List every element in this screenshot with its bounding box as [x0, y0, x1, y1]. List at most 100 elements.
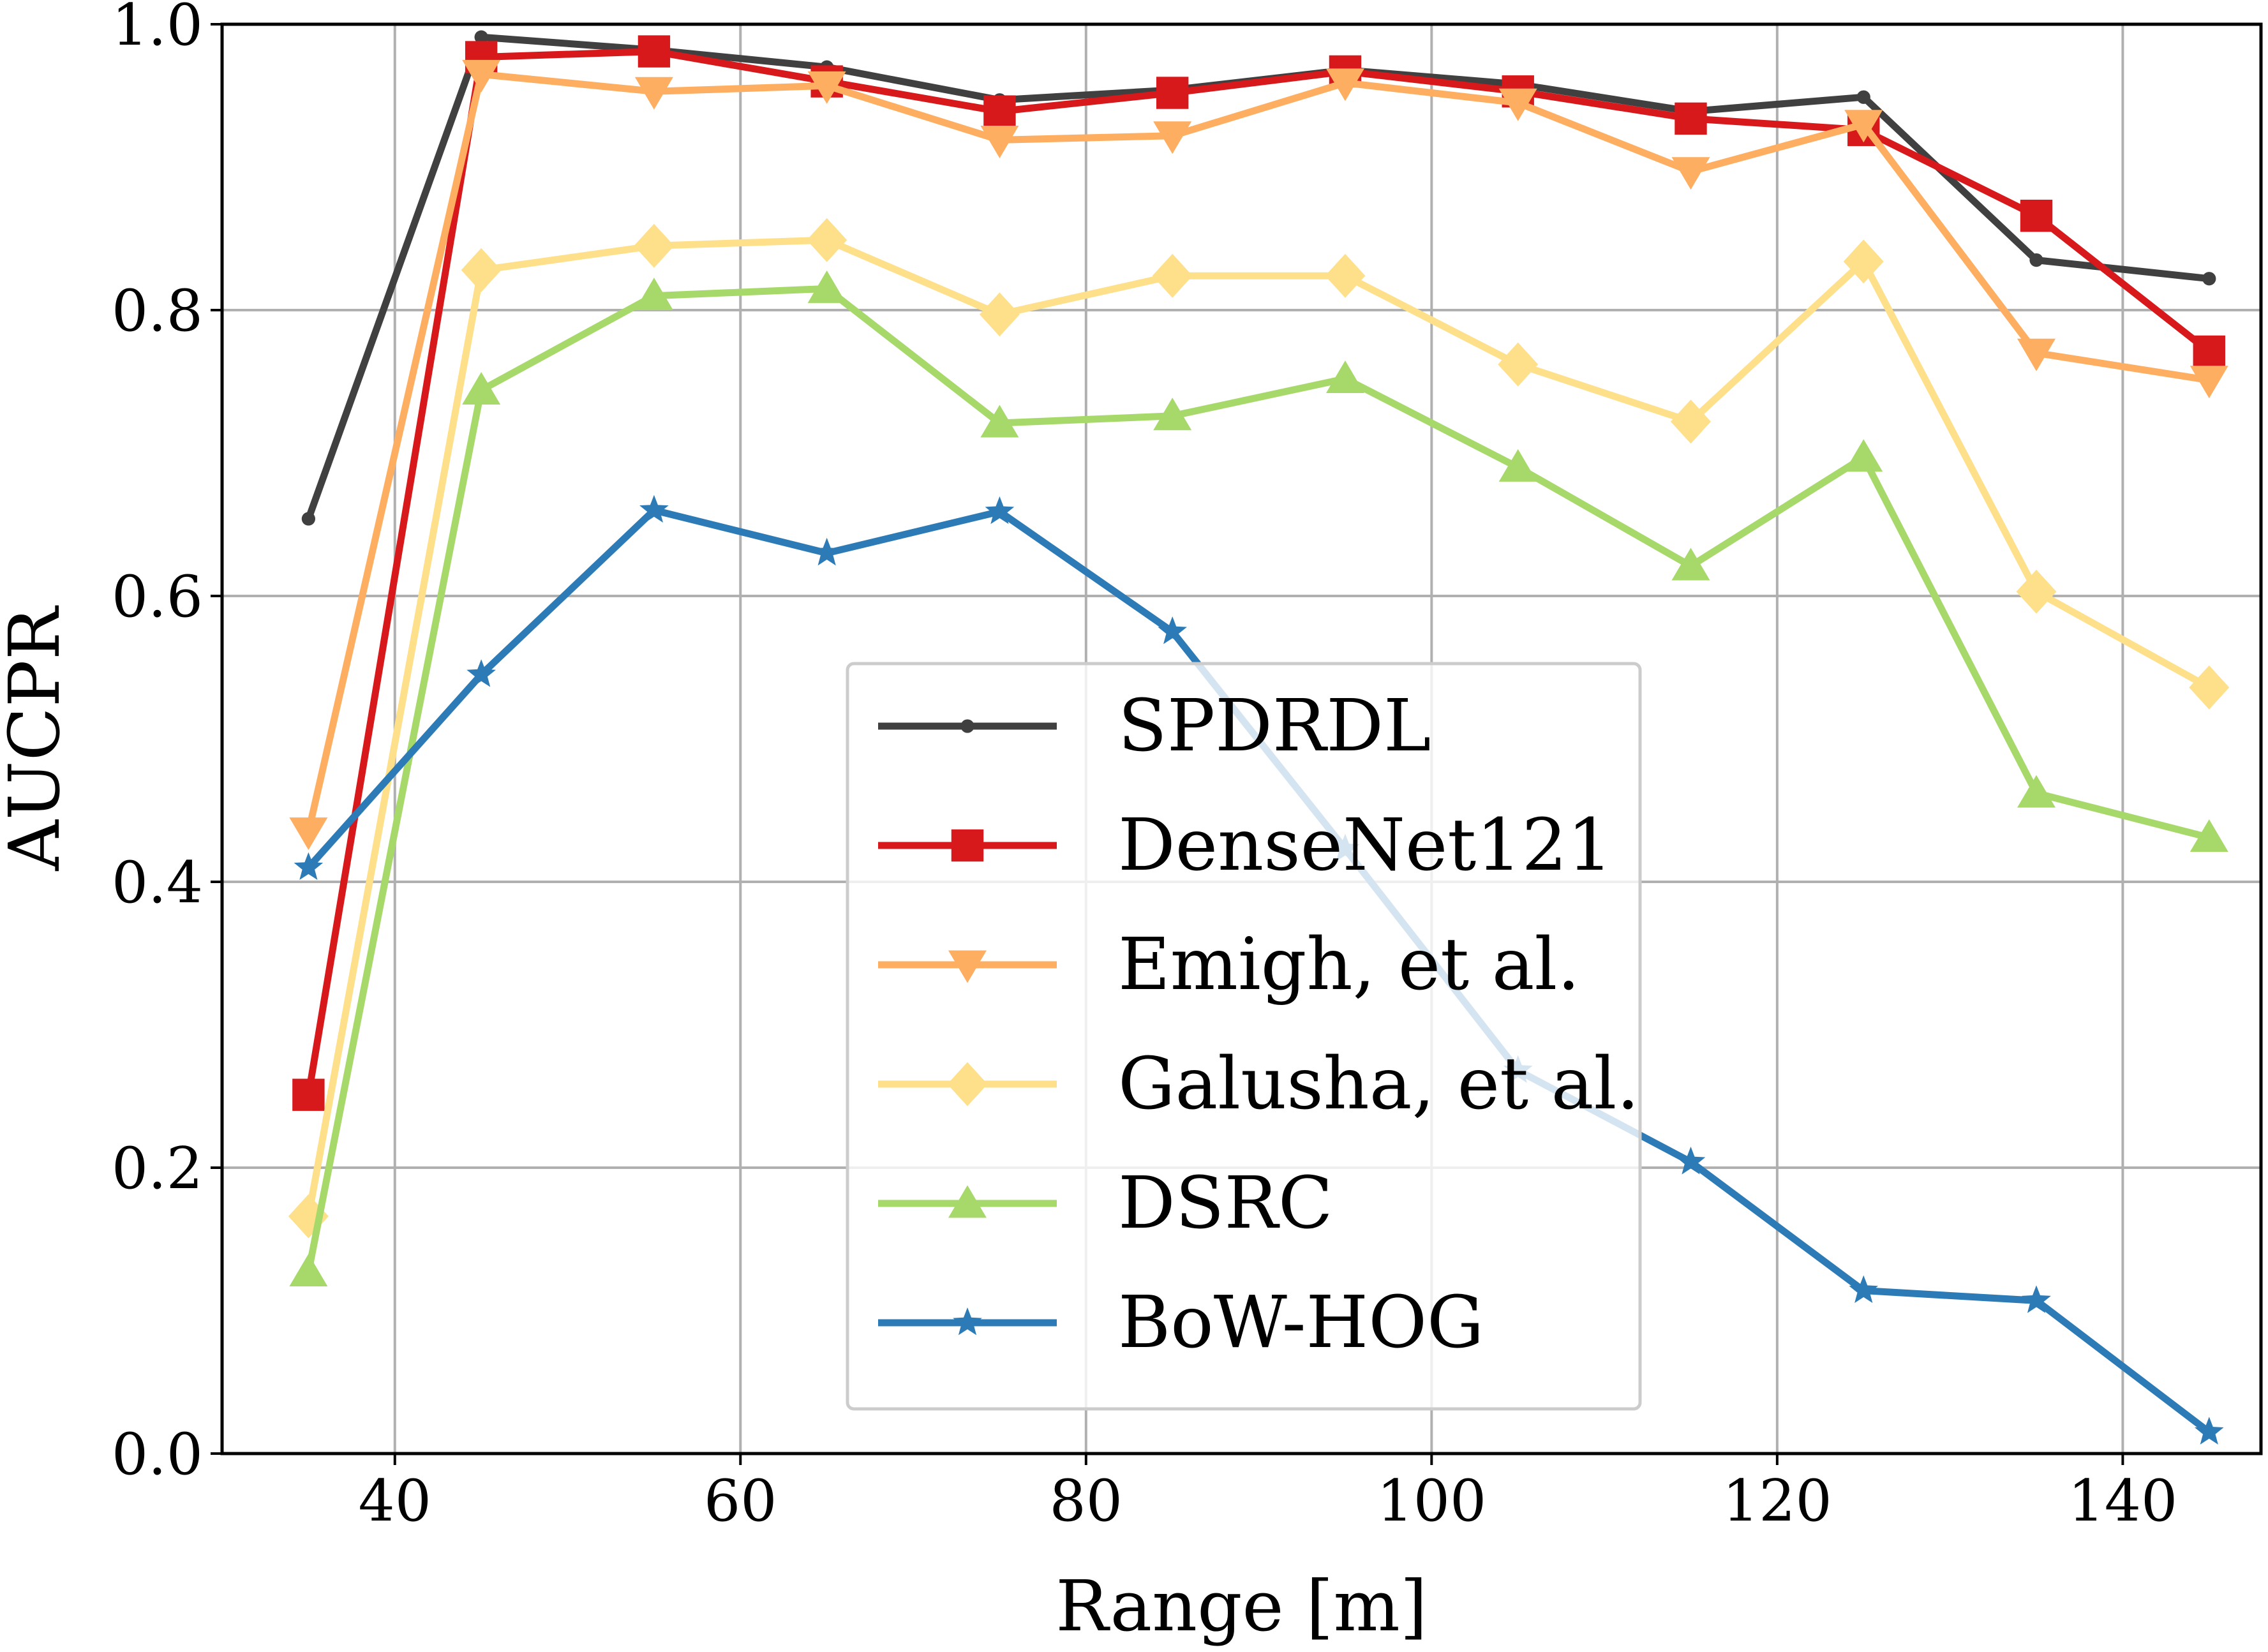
data-point-bow-hog	[1676, 1147, 1706, 1175]
data-point-densenet121	[1675, 102, 1707, 135]
data-point-dsrc	[980, 405, 1019, 438]
legend-swatch-marker	[953, 1307, 982, 1336]
plot-frame	[220, 22, 2263, 1455]
x-tick-label: 140	[2068, 1468, 2177, 1535]
data-point-galusha-et-al	[1843, 239, 1884, 284]
legend-swatch-marker	[948, 1185, 987, 1218]
data-point-galusha-et-al	[1152, 253, 1193, 298]
legend-item-bow-hog: BoW-HOG	[878, 1281, 1484, 1364]
legend-label: BoW-HOG	[1118, 1281, 1484, 1364]
data-point-dsrc	[807, 270, 846, 303]
data-point-dsrc	[634, 278, 673, 311]
series-line-galusha-et-al	[304, 236, 2211, 1217]
data-point-bow-hog	[639, 495, 669, 523]
data-point-galusha-et-al	[807, 218, 847, 262]
data-point-emigh-et-al	[1671, 157, 1710, 190]
legend-label: Emigh, et al.	[1118, 923, 1580, 1006]
series-galusha-et-al	[288, 218, 2230, 1239]
data-point-galusha-et-al	[1498, 342, 1539, 387]
x-tick-label: 60	[704, 1468, 777, 1535]
y-tick-label: 0.6	[112, 563, 203, 630]
y-axis-title: AUCPR	[0, 605, 75, 871]
data-point-emigh-et-al	[1498, 88, 1537, 121]
data-point-spdrdl	[474, 30, 488, 44]
data-point-galusha-et-al	[979, 292, 1020, 337]
x-tick-label: 120	[1722, 1468, 1832, 1535]
data-point-emigh-et-al	[1325, 68, 1364, 101]
data-point-densenet121	[638, 35, 671, 68]
legend: SPDRDL DenseNet121 Emigh, et al. Galusha, e…	[846, 662, 1642, 1411]
legend-label: Galusha, et al.	[1118, 1043, 1639, 1126]
series-line-dsrc	[305, 285, 2211, 1273]
legend-swatch-marker	[947, 1062, 988, 1106]
y-tick-label: 0.4	[112, 849, 203, 916]
legend-swatch-marker	[951, 829, 984, 862]
data-point-spdrdl	[2029, 253, 2043, 267]
data-point-densenet121	[2020, 199, 2053, 232]
data-point-densenet121	[292, 1078, 325, 1111]
legend-item-dsrc: DSRC	[878, 1162, 1333, 1245]
series-densenet121	[292, 35, 2225, 1111]
data-point-bow-hog	[2022, 1285, 2051, 1313]
data-point-spdrdl	[1856, 90, 1870, 104]
y-tick-label: 0.2	[112, 1135, 203, 1202]
data-point-bow-hog	[812, 537, 842, 566]
data-point-emigh-et-al	[980, 125, 1019, 158]
legend-swatch-marker	[960, 719, 974, 733]
y-tick-label: 1.0	[112, 0, 203, 59]
data-point-densenet121	[2193, 335, 2225, 368]
series-emigh-et-al	[289, 59, 2228, 851]
data-point-galusha-et-al	[1325, 253, 1366, 298]
data-point-bow-hog	[1158, 616, 1188, 644]
data-point-emigh-et-al	[2190, 366, 2228, 399]
data-point-dsrc	[1153, 398, 1192, 431]
data-point-emigh-et-al	[289, 817, 328, 851]
data-point-galusha-et-al	[2016, 569, 2057, 614]
legend-item-densenet121: DenseNet121	[878, 804, 1613, 887]
data-point-dsrc	[2190, 819, 2228, 852]
data-point-galusha-et-al	[2189, 665, 2230, 710]
x-axis-title: Range [m]	[1056, 1565, 1427, 1647]
data-point-dsrc	[1498, 449, 1537, 482]
data-point-emigh-et-al	[807, 71, 846, 104]
data-point-emigh-et-al	[1153, 121, 1192, 154]
data-point-bow-hog	[2194, 1417, 2224, 1445]
series-line-densenet121	[304, 48, 2212, 1096]
x-tick-label: 40	[358, 1468, 431, 1535]
legend-item-galusha-et-al: Galusha, et al.	[878, 1043, 1639, 1126]
data-point-galusha-et-al	[1670, 399, 1711, 444]
data-point-dsrc	[289, 1254, 328, 1287]
ticks: 40 60 80 100 120 140 0.0 0.2 0.4 0.6 0.8 1.0	[112, 0, 2177, 1535]
legend-label: SPDRDL	[1118, 685, 1431, 768]
y-tick-label: 0.8	[112, 278, 203, 345]
data-point-spdrdl	[301, 512, 316, 526]
series-line-emigh-et-al	[305, 70, 2210, 833]
x-tick-label: 100	[1376, 1468, 1486, 1535]
legend-label: DSRC	[1118, 1162, 1333, 1245]
data-point-bow-hog	[466, 659, 496, 687]
data-point-bow-hog	[985, 496, 1015, 525]
data-point-galusha-et-al	[461, 248, 502, 292]
series-dsrc	[289, 270, 2228, 1287]
data-point-emigh-et-al	[2017, 338, 2056, 371]
data-point-dsrc	[2017, 775, 2056, 808]
data-point-dsrc	[1671, 547, 1710, 581]
data-point-spdrdl	[2202, 272, 2216, 286]
legend-label: DenseNet121	[1118, 804, 1613, 887]
legend-item-emigh-et-al: Emigh, et al.	[878, 923, 1580, 1006]
x-tick-label: 80	[1050, 1468, 1123, 1535]
legend-item-spdrdl: SPDRDL	[878, 685, 1431, 768]
data-point-bow-hog	[294, 852, 324, 881]
data-point-densenet121	[983, 95, 1016, 128]
data-point-bow-hog	[1849, 1275, 1879, 1304]
data-point-dsrc	[1325, 361, 1364, 394]
data-point-galusha-et-al	[634, 223, 675, 268]
data-point-emigh-et-al	[1844, 110, 1883, 143]
data-point-emigh-et-al	[462, 59, 501, 93]
data-point-emigh-et-al	[634, 77, 673, 110]
legend-box	[846, 662, 1642, 1411]
y-tick-label: 0.0	[112, 1421, 203, 1488]
data-point-densenet121	[1156, 77, 1189, 109]
data-point-dsrc	[462, 371, 501, 405]
